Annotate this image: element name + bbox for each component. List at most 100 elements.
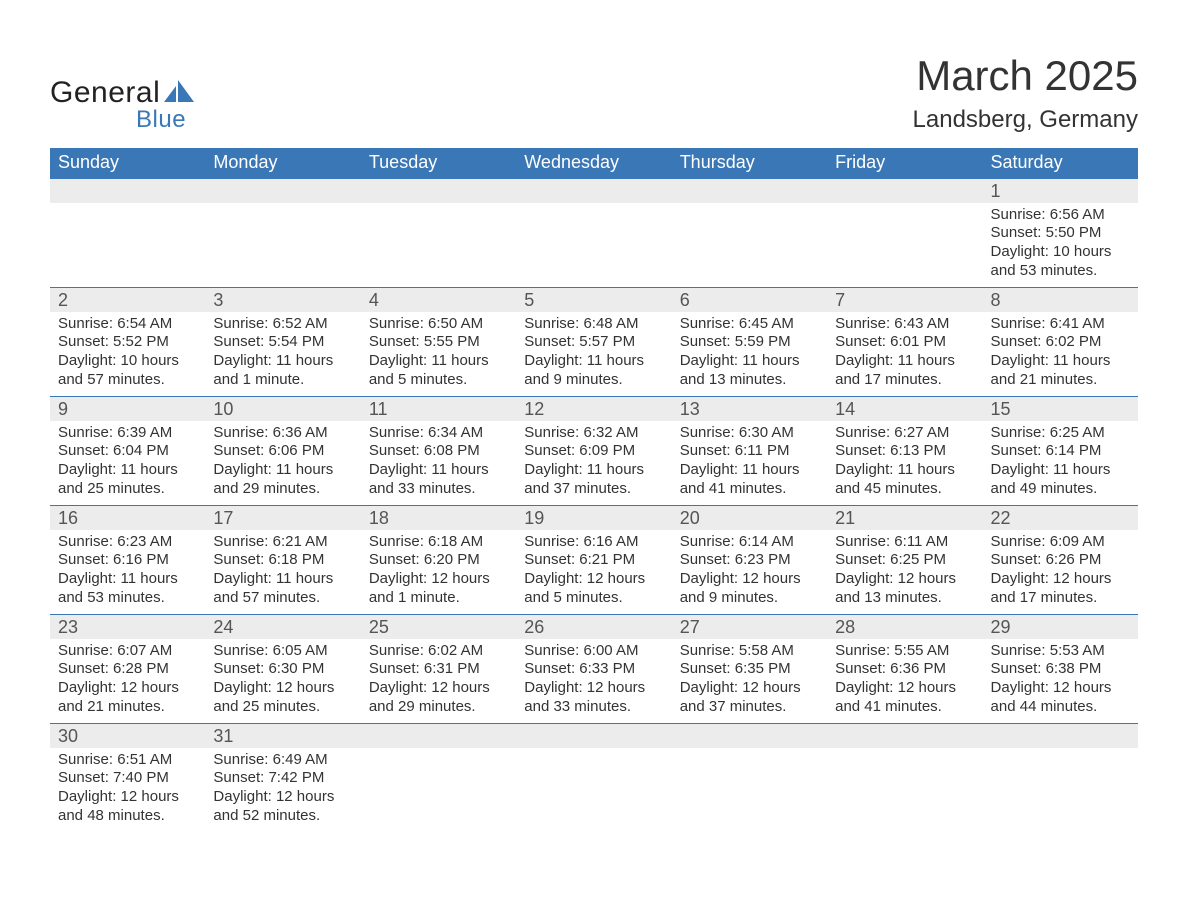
day-details: Sunrise: 6:16 AMSunset: 6:21 PMDaylight:… — [516, 530, 671, 614]
calendar-cell — [827, 723, 982, 832]
sunset-text: Sunset: 6:16 PM — [58, 551, 197, 570]
day-number: 31 — [205, 724, 360, 748]
day-details: Sunrise: 6:07 AMSunset: 6:28 PMDaylight:… — [50, 639, 205, 723]
calendar-cell: 14Sunrise: 6:27 AMSunset: 6:13 PMDayligh… — [827, 396, 982, 505]
day-number: 19 — [516, 506, 671, 530]
sunrise-text: Sunrise: 6:30 AM — [680, 424, 819, 443]
day-details: Sunrise: 6:49 AMSunset: 7:42 PMDaylight:… — [205, 748, 360, 832]
sunset-text: Sunset: 6:23 PM — [680, 551, 819, 570]
day-number: 4 — [361, 288, 516, 312]
day-details: Sunrise: 5:53 AMSunset: 6:38 PMDaylight:… — [983, 639, 1138, 723]
page-title: March 2025 — [913, 52, 1138, 100]
sunrise-text: Sunrise: 6:43 AM — [835, 315, 974, 334]
day-details — [672, 203, 827, 281]
calendar-cell: 16Sunrise: 6:23 AMSunset: 6:16 PMDayligh… — [50, 505, 205, 614]
daylight-text: Daylight: 11 hours and 1 minute. — [213, 352, 352, 390]
daylight-text: Daylight: 12 hours and 25 minutes. — [213, 679, 352, 717]
calendar-cell: 31Sunrise: 6:49 AMSunset: 7:42 PMDayligh… — [205, 723, 360, 832]
day-number: 10 — [205, 397, 360, 421]
sunset-text: Sunset: 6:25 PM — [835, 551, 974, 570]
day-number: 24 — [205, 615, 360, 639]
sunrise-text: Sunrise: 6:00 AM — [524, 642, 663, 661]
sunrise-text: Sunrise: 6:50 AM — [369, 315, 508, 334]
daylight-text: Daylight: 11 hours and 17 minutes. — [835, 352, 974, 390]
daylight-text: Daylight: 11 hours and 57 minutes. — [213, 570, 352, 608]
day-details — [50, 203, 205, 281]
daylight-text: Daylight: 12 hours and 48 minutes. — [58, 788, 197, 826]
daylight-text: Daylight: 11 hours and 21 minutes. — [991, 352, 1130, 390]
daylight-text: Daylight: 11 hours and 45 minutes. — [835, 461, 974, 499]
day-number: 15 — [983, 397, 1138, 421]
day-details — [516, 203, 671, 281]
sunrise-text: Sunrise: 6:52 AM — [213, 315, 352, 334]
day-number: 22 — [983, 506, 1138, 530]
daylight-text: Daylight: 12 hours and 29 minutes. — [369, 679, 508, 717]
calendar-cell: 20Sunrise: 6:14 AMSunset: 6:23 PMDayligh… — [672, 505, 827, 614]
day-details — [672, 748, 827, 826]
day-details: Sunrise: 6:30 AMSunset: 6:11 PMDaylight:… — [672, 421, 827, 505]
sunrise-text: Sunrise: 6:14 AM — [680, 533, 819, 552]
calendar-table: Sunday Monday Tuesday Wednesday Thursday… — [50, 148, 1138, 832]
sunrise-text: Sunrise: 6:49 AM — [213, 751, 352, 770]
day-number — [205, 179, 360, 203]
daylight-text: Daylight: 12 hours and 52 minutes. — [213, 788, 352, 826]
day-details: Sunrise: 6:21 AMSunset: 6:18 PMDaylight:… — [205, 530, 360, 614]
sunrise-text: Sunrise: 6:02 AM — [369, 642, 508, 661]
calendar-cell: 7Sunrise: 6:43 AMSunset: 6:01 PMDaylight… — [827, 287, 982, 396]
col-saturday: Saturday — [983, 148, 1138, 178]
sunset-text: Sunset: 6:33 PM — [524, 660, 663, 679]
day-number — [361, 724, 516, 748]
day-details: Sunrise: 6:41 AMSunset: 6:02 PMDaylight:… — [983, 312, 1138, 396]
day-number: 27 — [672, 615, 827, 639]
calendar-cell: 23Sunrise: 6:07 AMSunset: 6:28 PMDayligh… — [50, 614, 205, 723]
day-number: 23 — [50, 615, 205, 639]
sunrise-text: Sunrise: 6:16 AM — [524, 533, 663, 552]
calendar-cell: 11Sunrise: 6:34 AMSunset: 6:08 PMDayligh… — [361, 396, 516, 505]
calendar-cell: 30Sunrise: 6:51 AMSunset: 7:40 PMDayligh… — [50, 723, 205, 832]
day-number: 6 — [672, 288, 827, 312]
day-number: 7 — [827, 288, 982, 312]
sunrise-text: Sunrise: 6:23 AM — [58, 533, 197, 552]
day-number: 18 — [361, 506, 516, 530]
day-details: Sunrise: 6:02 AMSunset: 6:31 PMDaylight:… — [361, 639, 516, 723]
daylight-text: Daylight: 10 hours and 57 minutes. — [58, 352, 197, 390]
sunset-text: Sunset: 6:38 PM — [991, 660, 1130, 679]
calendar-cell: 21Sunrise: 6:11 AMSunset: 6:25 PMDayligh… — [827, 505, 982, 614]
calendar-cell: 8Sunrise: 6:41 AMSunset: 6:02 PMDaylight… — [983, 287, 1138, 396]
sunrise-text: Sunrise: 6:21 AM — [213, 533, 352, 552]
day-details: Sunrise: 5:58 AMSunset: 6:35 PMDaylight:… — [672, 639, 827, 723]
sunset-text: Sunset: 6:36 PM — [835, 660, 974, 679]
sunset-text: Sunset: 6:13 PM — [835, 442, 974, 461]
calendar-cell: 1Sunrise: 6:56 AMSunset: 5:50 PMDaylight… — [983, 178, 1138, 287]
daylight-text: Daylight: 12 hours and 1 minute. — [369, 570, 508, 608]
sunset-text: Sunset: 6:14 PM — [991, 442, 1130, 461]
day-details: Sunrise: 6:18 AMSunset: 6:20 PMDaylight:… — [361, 530, 516, 614]
daylight-text: Daylight: 12 hours and 33 minutes. — [524, 679, 663, 717]
day-details: Sunrise: 6:39 AMSunset: 6:04 PMDaylight:… — [50, 421, 205, 505]
daylight-text: Daylight: 12 hours and 5 minutes. — [524, 570, 663, 608]
calendar-cell — [516, 178, 671, 287]
sunrise-text: Sunrise: 5:53 AM — [991, 642, 1130, 661]
day-details: Sunrise: 6:50 AMSunset: 5:55 PMDaylight:… — [361, 312, 516, 396]
sunrise-text: Sunrise: 6:51 AM — [58, 751, 197, 770]
sunset-text: Sunset: 6:30 PM — [213, 660, 352, 679]
sunrise-text: Sunrise: 6:56 AM — [991, 206, 1130, 225]
calendar-cell — [827, 178, 982, 287]
calendar-cell: 12Sunrise: 6:32 AMSunset: 6:09 PMDayligh… — [516, 396, 671, 505]
daylight-text: Daylight: 12 hours and 41 minutes. — [835, 679, 974, 717]
day-details: Sunrise: 5:55 AMSunset: 6:36 PMDaylight:… — [827, 639, 982, 723]
daylight-text: Daylight: 11 hours and 29 minutes. — [213, 461, 352, 499]
sunset-text: Sunset: 6:06 PM — [213, 442, 352, 461]
calendar-cell: 13Sunrise: 6:30 AMSunset: 6:11 PMDayligh… — [672, 396, 827, 505]
col-friday: Friday — [827, 148, 982, 178]
daylight-text: Daylight: 12 hours and 9 minutes. — [680, 570, 819, 608]
calendar-cell — [672, 723, 827, 832]
calendar-cell: 25Sunrise: 6:02 AMSunset: 6:31 PMDayligh… — [361, 614, 516, 723]
day-details — [205, 203, 360, 281]
daylight-text: Daylight: 12 hours and 17 minutes. — [991, 570, 1130, 608]
sunrise-text: Sunrise: 6:09 AM — [991, 533, 1130, 552]
calendar-cell: 28Sunrise: 5:55 AMSunset: 6:36 PMDayligh… — [827, 614, 982, 723]
calendar-cell — [361, 178, 516, 287]
calendar-cell: 22Sunrise: 6:09 AMSunset: 6:26 PMDayligh… — [983, 505, 1138, 614]
calendar-cell — [50, 178, 205, 287]
